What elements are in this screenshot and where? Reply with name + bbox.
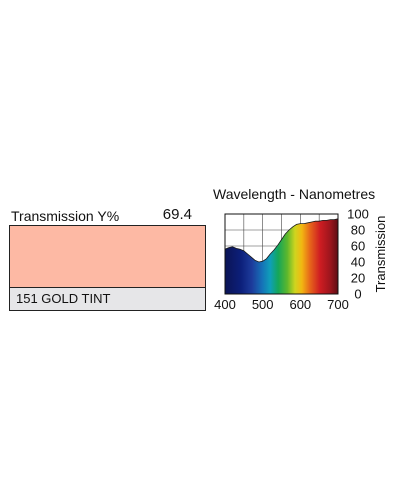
- spectrum-area: [225, 218, 338, 294]
- y-tick-label: 60: [351, 239, 365, 254]
- filter-name-bar: 151 GOLD TINT: [9, 287, 206, 311]
- spectrum-curve: [225, 218, 338, 263]
- y-tick-label: 40: [351, 255, 365, 270]
- y-tick-label: 0: [354, 287, 361, 302]
- y-tick-label: 80: [351, 223, 365, 238]
- x-tick-label: 700: [327, 297, 349, 312]
- color-swatch: [9, 225, 206, 288]
- x-tick-label: 500: [252, 297, 274, 312]
- transmission-value: 69.4: [162, 206, 192, 223]
- y-axis-label: Transmission: [373, 216, 388, 293]
- x-tick-label: 600: [289, 297, 311, 312]
- filter-name: 151 GOLD TINT: [16, 291, 111, 306]
- chart-title: Wavelength - Nanometres: [213, 186, 376, 202]
- y-tick-label: 100: [347, 207, 369, 222]
- plot-frame: [224, 213, 339, 295]
- y-tick-label: 20: [351, 271, 365, 286]
- x-tick-label: 400: [214, 297, 236, 312]
- transmission-header: Transmission Y% 69.4: [9, 206, 205, 226]
- transmission-label: Transmission Y%: [11, 208, 120, 224]
